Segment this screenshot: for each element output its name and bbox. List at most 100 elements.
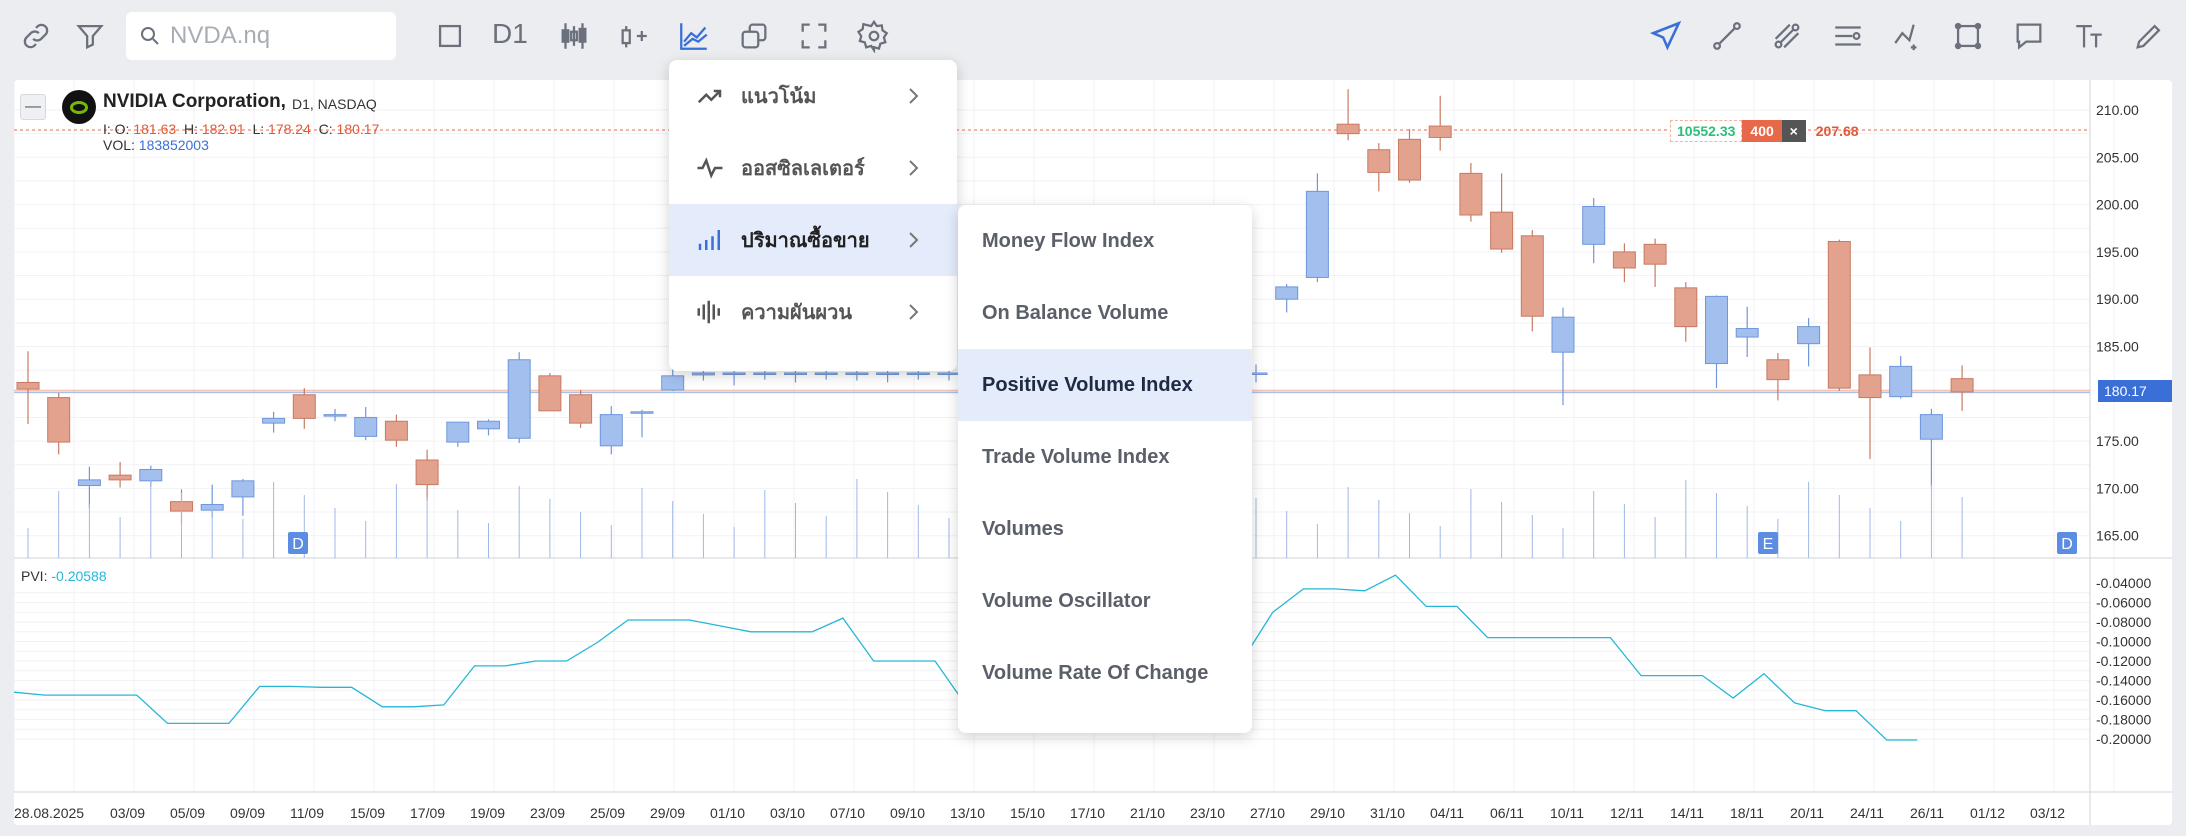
submenu-volume-rate-of-change[interactable]: Volume Rate Of Change xyxy=(982,661,1209,684)
search-icon xyxy=(138,24,162,48)
timeframe-button[interactable]: D1 xyxy=(492,18,528,49)
rectangle-icon[interactable] xyxy=(1946,14,1990,58)
text-icon[interactable] xyxy=(2067,14,2111,58)
candle-body xyxy=(691,372,715,376)
symbol-name: NVIDIA Corporation, xyxy=(103,91,286,112)
volatility-icon xyxy=(695,297,725,327)
date-axis-label: 03/12 xyxy=(2030,805,2065,821)
date-axis-label: 05/09 xyxy=(170,805,205,821)
date-axis-label: 28.08.2025 xyxy=(14,805,84,821)
candle-body xyxy=(538,375,562,412)
zigzag-icon[interactable] xyxy=(1886,14,1930,58)
pitchfork-icon[interactable] xyxy=(1765,14,1809,58)
pvi-axis-label: -0.08000 xyxy=(2096,614,2151,630)
menu-item-trend[interactable]: แนวโน้ม xyxy=(669,60,957,132)
trend-line-icon[interactable] xyxy=(1705,14,1749,58)
event-marker xyxy=(288,532,308,554)
candle-body xyxy=(630,411,654,414)
candle-body xyxy=(1490,211,1514,250)
menu-item-volume[interactable]: ปริมาณซื้อขาย xyxy=(669,204,957,276)
callout-icon[interactable] xyxy=(2007,14,2051,58)
pvi-axis-label: -0.20000 xyxy=(2096,731,2151,747)
candle-body xyxy=(1275,286,1299,300)
symbol-search-box[interactable] xyxy=(126,12,396,60)
menu-item-volatility[interactable]: ความผันผวน xyxy=(669,276,957,348)
date-axis-label: 21/10 xyxy=(1130,805,1165,821)
fullscreen-icon[interactable] xyxy=(792,14,836,58)
pvi-axis-label: -0.14000 xyxy=(2096,673,2151,689)
candle-body xyxy=(1674,287,1698,328)
filter-icon[interactable] xyxy=(68,14,112,58)
indicator-add-icon[interactable] xyxy=(612,14,656,58)
date-axis-label: 07/10 xyxy=(830,805,865,821)
candle-body xyxy=(16,381,40,390)
order-line-widget[interactable]: 10552.33 400 × 207.68 xyxy=(1670,120,1859,142)
date-axis-label: 17/09 xyxy=(410,805,445,821)
event-marker xyxy=(1758,532,1778,554)
candle-body xyxy=(262,417,286,424)
date-axis-label: 27/10 xyxy=(1250,805,1285,821)
event-marker xyxy=(2057,532,2077,554)
candle-body xyxy=(599,414,623,447)
candle-body xyxy=(722,372,746,375)
date-axis-label: 01/10 xyxy=(710,805,745,821)
candle-body xyxy=(1459,172,1483,216)
order-close-button[interactable]: × xyxy=(1781,120,1806,142)
pvi-legend: PVI: -0.20588 xyxy=(21,568,107,584)
candle-body xyxy=(77,479,101,487)
symbol-meta: D1, NASDAQ xyxy=(292,96,377,112)
date-axis-label: 31/10 xyxy=(1370,805,1405,821)
parallel-lines-icon[interactable] xyxy=(1826,14,1870,58)
candle-body xyxy=(1305,190,1329,278)
candlestick-icon[interactable] xyxy=(552,14,596,58)
pvi-axis-label: -0.06000 xyxy=(2096,595,2151,611)
date-axis-label: 06/11 xyxy=(1490,805,1524,821)
submenu-volume-oscillator[interactable]: Volume Oscillator xyxy=(982,589,1151,612)
candle-body xyxy=(753,372,777,375)
pvi-axis-label: -0.16000 xyxy=(2096,692,2151,708)
chevron-right-icon xyxy=(901,300,925,324)
order-quantity[interactable]: 400 xyxy=(1742,120,1782,142)
date-axis-label: 18/11 xyxy=(1730,805,1764,821)
volume-value: VOL: 183852003 xyxy=(103,137,209,153)
submenu-volumes[interactable]: Volumes xyxy=(982,517,1064,540)
candle-body xyxy=(507,359,531,439)
volume-bars-icon xyxy=(695,225,725,255)
date-axis-label: 25/09 xyxy=(590,805,625,821)
menu-item-oscillators[interactable]: ออสซิลเลเตอร์ xyxy=(669,132,957,204)
pvi-axis-label: -0.10000 xyxy=(2096,634,2151,650)
submenu-money-flow-index[interactable]: Money Flow Index xyxy=(982,229,1155,252)
price-axis-label: 165.00 xyxy=(2096,528,2139,544)
order-value[interactable]: 10552.33 xyxy=(1670,120,1743,142)
candle-body xyxy=(1612,251,1636,269)
date-axis-label: 29/09 xyxy=(650,805,685,821)
trade-cursor-icon[interactable] xyxy=(1644,14,1688,58)
volume-indicators-submenu: Money Flow Index On Balance Volume Posit… xyxy=(958,205,1252,733)
link-icon[interactable] xyxy=(14,14,58,58)
indicators-icon[interactable] xyxy=(672,14,716,58)
date-axis-label: 26/11 xyxy=(1910,805,1944,821)
compare-icon[interactable] xyxy=(732,14,776,58)
candle-body xyxy=(906,372,930,375)
date-axis-label: 23/10 xyxy=(1190,805,1225,821)
candle-body xyxy=(1705,295,1728,365)
collapse-legend-button[interactable]: — xyxy=(20,94,46,120)
date-axis-label: 14/11 xyxy=(1670,805,1704,821)
candle-body xyxy=(876,372,900,375)
date-axis-label: 20/11 xyxy=(1790,805,1824,821)
pencil-icon[interactable] xyxy=(2127,14,2171,58)
candle-body xyxy=(661,375,685,391)
candle-body xyxy=(1520,235,1544,317)
square-icon[interactable] xyxy=(428,14,472,58)
submenu-on-balance-volume[interactable]: On Balance Volume xyxy=(982,301,1169,324)
date-axis-label: 09/09 xyxy=(230,805,265,821)
order-price: 207.68 xyxy=(1815,123,1859,139)
submenu-trade-volume-index[interactable]: Trade Volume Index xyxy=(982,445,1170,468)
date-axis-label: 11/09 xyxy=(290,805,324,821)
symbol-search-input[interactable] xyxy=(170,22,380,50)
settings-icon[interactable] xyxy=(852,14,896,58)
event-marker-label: E xyxy=(1763,536,1774,553)
candle-body xyxy=(784,372,807,375)
submenu-positive-volume-index[interactable]: Positive Volume Index xyxy=(958,349,1252,421)
date-axis-label: 29/10 xyxy=(1310,805,1345,821)
